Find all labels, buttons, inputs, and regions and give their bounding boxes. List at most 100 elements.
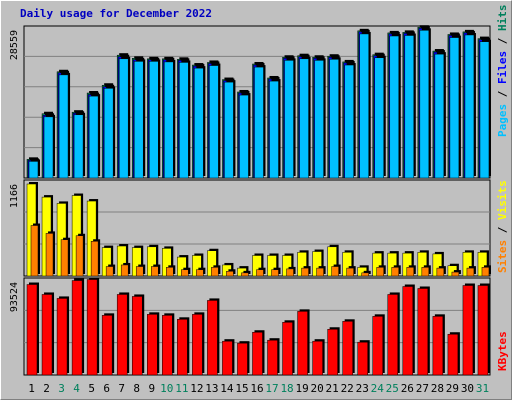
chart-title: Daily usage for December 2022 [20, 7, 213, 20]
bar-sites-14 [226, 271, 234, 277]
bar-sites-23 [361, 272, 369, 277]
legend-files: Files [496, 51, 509, 84]
legend-separator: / [496, 31, 509, 51]
bar-kbytes-9 [147, 314, 158, 376]
bar-pages-15 [239, 94, 249, 179]
bar-sites-11 [181, 269, 189, 277]
x-tick-label-15: 15 [235, 382, 248, 395]
bar-sites-15 [241, 272, 249, 277]
bar-sites-16 [256, 269, 264, 277]
bar-sites-13 [211, 267, 219, 277]
bar-pages-25 [389, 35, 400, 179]
bar-kbytes-13 [207, 300, 218, 376]
x-tick-label-25: 25 [386, 382, 399, 395]
x-tick-label-14: 14 [220, 382, 234, 395]
x-tick-label-2: 2 [43, 382, 50, 395]
x-tick-label-20: 20 [311, 382, 324, 395]
x-tick-label-10: 10 [160, 382, 173, 395]
bar-kbytes-16 [252, 331, 263, 376]
x-tick-label-31: 31 [476, 382, 489, 395]
x-tick-label-4: 4 [73, 382, 80, 395]
bar-sites-22 [346, 267, 354, 277]
bar-sites-17 [271, 269, 279, 277]
legend-pages: Pages [496, 104, 509, 137]
x-tick-label-9: 9 [148, 382, 155, 395]
bar-kbytes-19 [297, 311, 308, 376]
hits-files-pages-ymax-label: 28559 [9, 30, 20, 60]
bar-kbytes-23 [357, 341, 368, 376]
bar-kbytes-20 [312, 340, 323, 376]
x-tick-label-24: 24 [371, 382, 385, 395]
kbytes-legend: KBytes [496, 331, 509, 371]
x-tick-label-27: 27 [416, 382, 429, 395]
bar-sites-26 [406, 267, 415, 277]
bar-shadow-sites [363, 270, 371, 274]
x-tick-label-17: 17 [265, 382, 278, 395]
bar-pages-4 [73, 114, 84, 179]
bar-kbytes-5 [86, 279, 98, 376]
bar-sites-20 [316, 267, 324, 277]
x-tick-label-7: 7 [118, 382, 125, 395]
visits-sites-ymax-label: 1166 [9, 184, 20, 208]
x-tick-label-3: 3 [58, 382, 65, 395]
bar-kbytes-11 [177, 319, 188, 376]
bar-shadow-sites [243, 270, 251, 274]
x-tick-label-22: 22 [341, 382, 354, 395]
bar-kbytes-21 [327, 329, 338, 376]
x-tick-label-21: 21 [326, 382, 339, 395]
bar-pages-26 [404, 35, 415, 179]
bar-sites-25 [391, 267, 400, 277]
bar-sites-1 [30, 225, 39, 277]
x-tick-label-19: 19 [295, 382, 308, 395]
bar-sites-27 [421, 267, 430, 277]
bar-pages-31 [479, 41, 490, 179]
x-tick-label-11: 11 [175, 382, 188, 395]
bar-sites-2 [45, 233, 54, 277]
bar-pages-16 [254, 66, 264, 179]
bar-kbytes-2 [41, 294, 53, 376]
bar-kbytes-24 [372, 316, 383, 376]
bar-kbytes-17 [267, 339, 278, 376]
bar-pages-20 [314, 60, 324, 179]
bar-kbytes-10 [162, 315, 173, 376]
bar-kbytes-12 [192, 314, 203, 376]
bar-pages-19 [299, 58, 309, 179]
bar-sites-29 [451, 271, 460, 277]
bar-pages-5 [88, 95, 99, 179]
bar-pages-6 [103, 88, 114, 179]
bar-pages-13 [209, 65, 219, 179]
bar-kbytes-15 [237, 342, 248, 376]
bar-sites-30 [466, 267, 475, 277]
legend-sites: Sites [496, 240, 509, 273]
x-tick-label-1: 1 [28, 382, 35, 395]
bar-sites-7 [120, 264, 129, 277]
legend-separator: / [496, 220, 509, 240]
bar-sites-28 [436, 267, 445, 277]
bar-sites-6 [105, 266, 114, 277]
x-tick-label-30: 30 [461, 382, 474, 395]
bar-sites-5 [90, 241, 99, 277]
bar-sites-24 [376, 267, 384, 277]
bar-kbytes-26 [402, 286, 414, 376]
bar-pages-24 [374, 57, 384, 179]
bar-kbytes-4 [71, 280, 83, 376]
bar-kbytes-28 [432, 316, 444, 376]
x-tick-label-23: 23 [356, 382, 369, 395]
bar-kbytes-31 [477, 285, 489, 376]
bar-pages-1 [28, 161, 39, 179]
bar-kbytes-29 [447, 333, 459, 376]
bar-pages-21 [329, 59, 339, 179]
bar-pages-29 [449, 37, 460, 179]
x-tick-label-6: 6 [103, 382, 110, 395]
bar-kbytes-6 [101, 315, 113, 376]
bar-sites-21 [331, 266, 339, 277]
bar-sites-9 [151, 266, 159, 277]
bar-pages-10 [164, 61, 174, 179]
bar-kbytes-25 [387, 294, 399, 376]
bar-kbytes-22 [342, 321, 353, 376]
bar-sites-10 [166, 267, 174, 277]
bar-pages-14 [224, 81, 234, 179]
x-tick-label-29: 29 [446, 382, 459, 395]
x-tick-label-26: 26 [401, 382, 414, 395]
bar-pages-28 [434, 53, 445, 179]
